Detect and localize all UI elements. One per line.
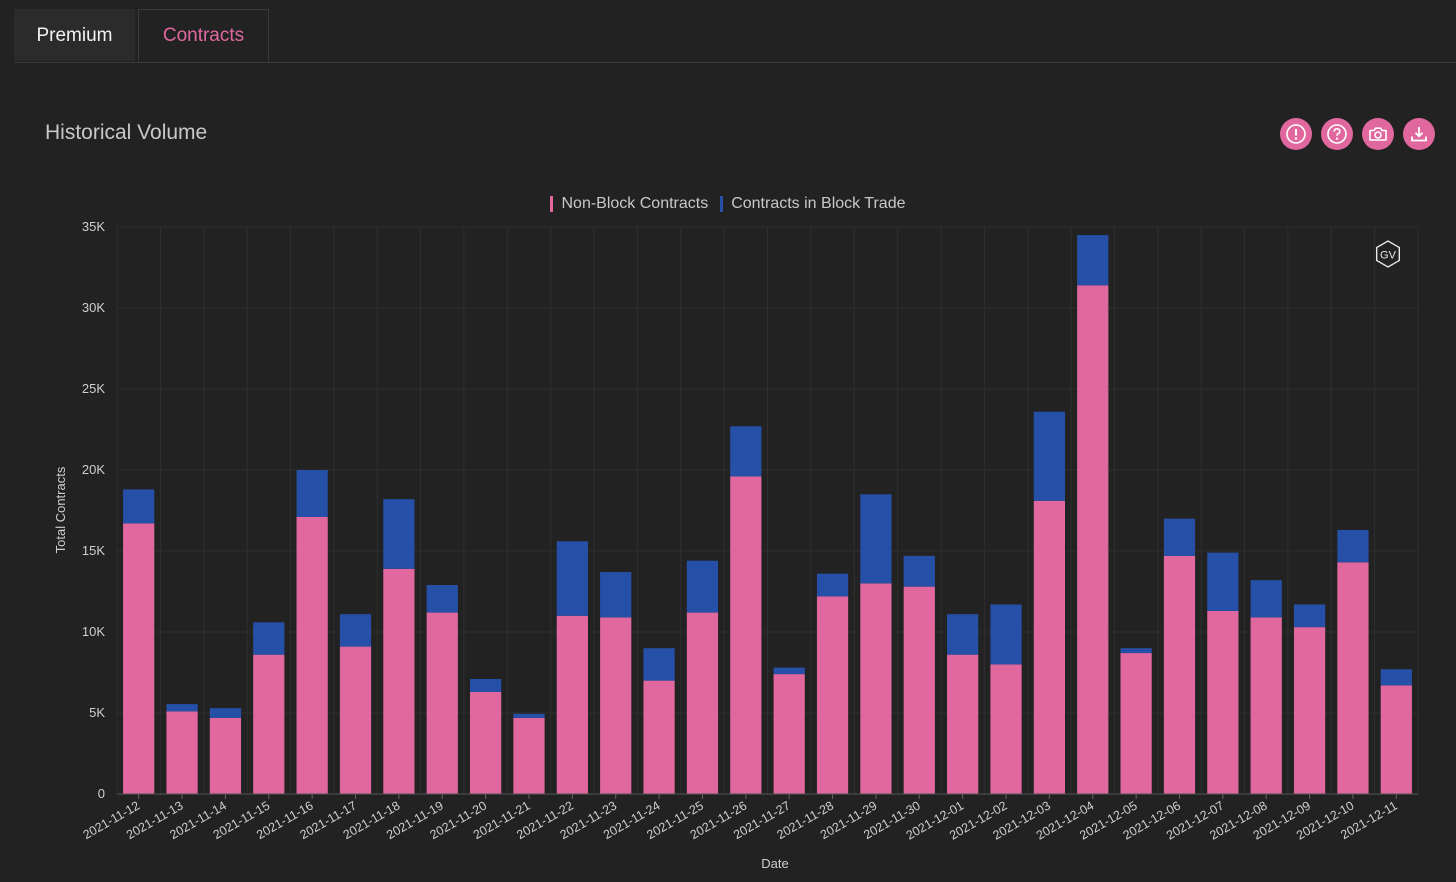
bar-non-block [253,654,285,794]
bar-block-trade [123,489,155,524]
y-tick-label: 0 [98,786,105,801]
bar-block-trade [1380,669,1412,686]
legend-item-non-block[interactable]: Non-Block Contracts [550,195,708,213]
legend-swatch-non-block [550,196,554,212]
hexagon-icon [1375,240,1401,268]
bar-block-trade [773,667,805,675]
bar-block-trade [426,585,458,613]
bar-non-block [556,615,588,794]
bar-non-block [990,664,1022,794]
legend-item-block[interactable]: Contracts in Block Trade [720,195,906,213]
bar-block-trade [166,704,198,712]
bar-block-trade [1293,604,1326,628]
bar-block-trade [209,708,242,718]
legend-label-non-block: Non-Block Contracts [561,195,709,212]
help-icon [1327,124,1347,144]
chart-legend: Non-Block Contracts Contracts in Block T… [0,195,1456,213]
y-tick-label: 10K [82,624,105,639]
bar-block-trade [600,572,632,618]
download-button[interactable] [1403,118,1435,150]
legend-label-block: Contracts in Block Trade [731,195,906,212]
watermark-logo: GV [1375,240,1401,268]
bar-non-block [513,717,545,794]
bar-non-block [686,612,719,794]
alert-button[interactable] [1280,118,1312,150]
bar-non-block [1163,555,1196,794]
bar-non-block [1337,562,1369,794]
bar-non-block [1077,285,1109,794]
chart-title: Historical Volume [45,121,208,144]
bar-block-trade [860,494,892,584]
bar-block-trade [383,499,415,569]
bar-block-trade [296,470,328,517]
bar-block-trade [1120,648,1152,654]
camera-icon [1369,127,1387,141]
bar-non-block [903,586,935,794]
x-axis-label: Date [761,856,788,871]
bar-block-trade [1033,411,1065,501]
y-tick-label: 25K [82,381,105,396]
alert-icon [1286,124,1306,144]
bar-block-trade [556,541,588,616]
bar-non-block [296,516,328,794]
bar-non-block [1293,627,1326,794]
bar-block-trade [339,614,372,647]
tab-contracts[interactable]: Contracts [138,9,269,62]
chart-grid [116,226,1419,795]
bar-non-block [166,711,198,794]
bar-block-trade [470,678,502,692]
bar-non-block [730,476,762,794]
bar-block-trade [253,622,285,655]
tab-bar: Premium Contracts [14,9,1456,63]
y-tick-label: 35K [82,219,105,234]
bar-non-block [1207,610,1239,794]
bar-block-trade [1077,235,1109,286]
bar-non-block [1250,617,1282,794]
bar-non-block [470,691,502,794]
legend-swatch-block [720,196,724,212]
y-tick-label: 30K [82,300,105,315]
bar-block-trade [1337,529,1369,563]
chart-bars [123,235,1412,794]
screenshot-button[interactable] [1362,118,1394,150]
bar-block-trade [1163,518,1196,556]
bar-block-trade [643,648,675,681]
bar-non-block [860,583,892,794]
y-tick-label: 20K [82,462,105,477]
bar-block-trade [730,426,762,477]
bar-non-block [426,612,458,794]
bar-block-trade [686,560,719,613]
bar-block-trade [947,614,979,655]
bar-non-block [1120,653,1152,794]
bar-non-block [816,596,849,794]
bar-non-block [209,717,242,794]
download-icon [1411,127,1427,142]
y-tick-label: 15K [82,543,105,558]
bar-block-trade [1250,580,1282,618]
bar-non-block [773,674,805,794]
bar-non-block [339,646,372,794]
watermark-text: GV [1380,250,1397,262]
bar-non-block [123,523,155,794]
help-button[interactable] [1321,118,1353,150]
tab-premium[interactable]: Premium [14,9,135,61]
y-axis-label: Total Contracts [53,466,68,553]
bar-block-trade [990,604,1022,665]
x-axis-ticks: 2021-11-122021-11-132021-11-142021-11-15… [81,794,1400,843]
bar-non-block [947,654,979,794]
bar-non-block [1380,685,1412,794]
bar-non-block [643,680,675,794]
y-axis-ticks: 0 5K 10K 15K 20K 25K 30K 35K [82,219,105,801]
bar-block-trade [1207,552,1239,611]
y-tick-label: 5K [89,705,105,720]
bar-non-block [600,617,632,794]
bar-block-trade [816,573,849,597]
bar-block-trade [903,555,935,587]
bar-non-block [1033,500,1065,794]
bar-non-block [383,568,415,794]
bar-block-trade [513,713,545,718]
